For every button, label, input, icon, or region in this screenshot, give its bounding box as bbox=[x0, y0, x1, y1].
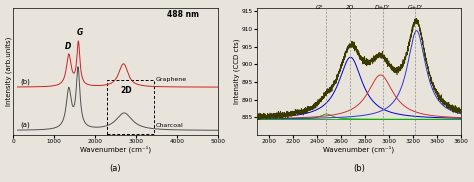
X-axis label: Wavenumber (cm⁻¹): Wavenumber (cm⁻¹) bbox=[80, 146, 151, 153]
Y-axis label: Intensity (arb.units): Intensity (arb.units) bbox=[6, 37, 12, 106]
Text: G: G bbox=[77, 28, 83, 37]
Y-axis label: Intensity (CCD cts): Intensity (CCD cts) bbox=[234, 39, 240, 104]
Text: Graphene: Graphene bbox=[155, 77, 187, 82]
Text: Charcoal: Charcoal bbox=[155, 123, 183, 128]
Text: 2D: 2D bbox=[346, 5, 355, 10]
Text: (a): (a) bbox=[21, 122, 30, 128]
Text: (a): (a) bbox=[110, 164, 121, 173]
Text: G*: G* bbox=[316, 5, 323, 10]
Text: 488 nm: 488 nm bbox=[166, 10, 199, 19]
Text: D+D': D+D' bbox=[375, 5, 391, 10]
Text: 2D: 2D bbox=[120, 86, 132, 95]
Bar bbox=[108, 80, 155, 134]
X-axis label: Wavenumber (cm⁻¹): Wavenumber (cm⁻¹) bbox=[323, 146, 394, 153]
Text: D: D bbox=[65, 42, 72, 51]
Text: G+D': G+D' bbox=[408, 5, 423, 10]
Text: (b): (b) bbox=[353, 164, 365, 173]
Text: (b): (b) bbox=[21, 79, 31, 85]
